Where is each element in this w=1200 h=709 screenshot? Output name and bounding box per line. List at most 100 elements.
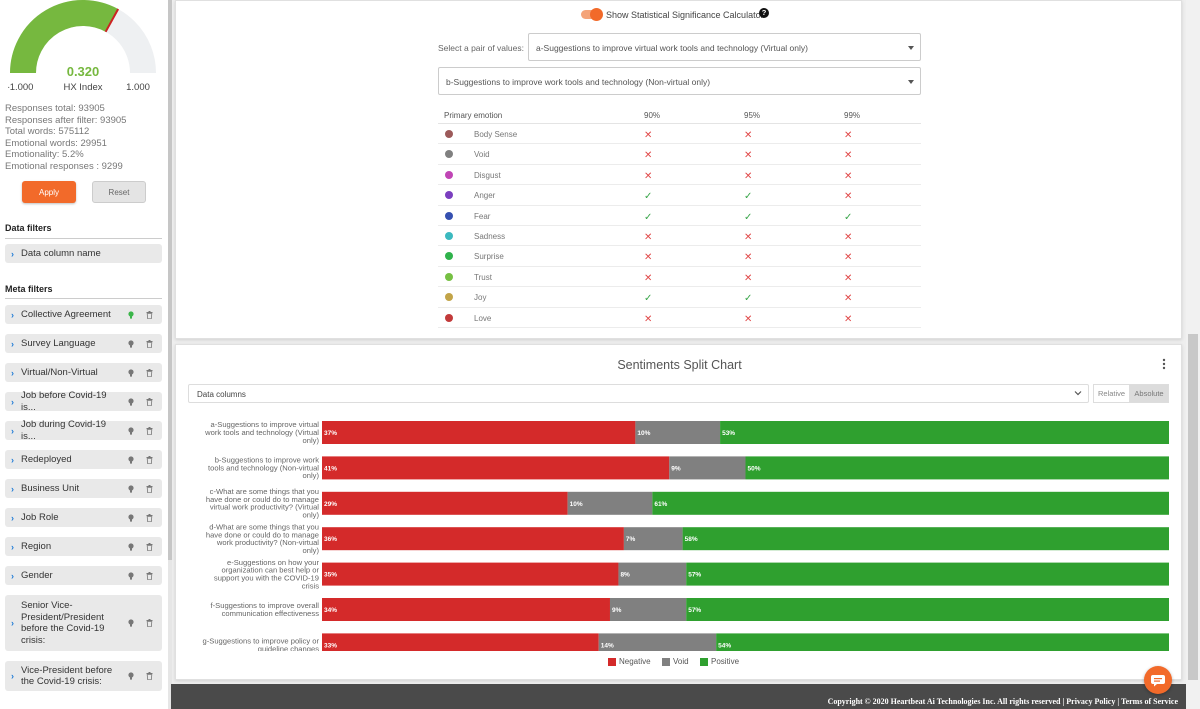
- filter-data-column-name[interactable]: › Data column name: [5, 244, 162, 263]
- trash-icon[interactable]: [146, 426, 153, 435]
- bar-negative[interactable]: [322, 598, 610, 621]
- trash-icon[interactable]: [146, 397, 153, 406]
- emotion-name: Disgust: [474, 170, 501, 180]
- lightbulb-icon[interactable]: [128, 397, 134, 406]
- lightbulb-icon[interactable]: [128, 484, 134, 493]
- significance-toggle[interactable]: [581, 8, 603, 21]
- meta-filter-item[interactable]: › Senior Vice-President/President before …: [5, 595, 162, 651]
- lightbulb-icon[interactable]: [128, 426, 134, 435]
- bar-positive[interactable]: [652, 491, 1169, 515]
- meta-filter-item[interactable]: › Gender: [5, 566, 162, 585]
- bar-void[interactable]: [567, 491, 653, 515]
- relative-mode-button[interactable]: Relative: [1093, 384, 1130, 403]
- trash-icon[interactable]: [146, 542, 153, 551]
- trash-icon[interactable]: [146, 672, 153, 680]
- check-icon: ✓: [844, 211, 853, 223]
- data-columns-select[interactable]: Data columns: [188, 384, 1089, 403]
- meta-filter-item[interactable]: › Job during Covid-19 is...: [5, 419, 162, 442]
- bar-void[interactable]: [669, 456, 746, 480]
- scrollbar-thumb[interactable]: [168, 0, 172, 560]
- legend-label-positive: Positive: [711, 657, 740, 666]
- meta-filter-item[interactable]: › Business Unit: [5, 479, 162, 498]
- lightbulb-icon[interactable]: [128, 619, 134, 627]
- bar-negative[interactable]: [322, 562, 619, 586]
- bar-negative[interactable]: [322, 456, 670, 480]
- sidebar-scrollbar[interactable]: [168, 0, 172, 709]
- bar-positive[interactable]: [720, 421, 1169, 444]
- category-label: c-What are some things that you have done…: [206, 487, 320, 519]
- meta-filter-item[interactable]: › Virtual/Non-Virtual: [5, 363, 162, 382]
- bar-void[interactable]: [598, 633, 717, 651]
- bar-value-label: 53%: [722, 430, 735, 437]
- trash-icon[interactable]: [146, 619, 153, 627]
- meta-filter-item[interactable]: › Survey Language: [5, 334, 162, 353]
- data-columns-selected: Data columns: [197, 390, 246, 399]
- trash-icon[interactable]: [146, 484, 153, 493]
- lightbulb-icon[interactable]: [128, 368, 134, 377]
- cross-icon: ✕: [744, 150, 753, 162]
- trash-icon[interactable]: [146, 339, 153, 348]
- bar-positive[interactable]: [686, 598, 1169, 621]
- lightbulb-icon[interactable]: [128, 571, 134, 580]
- significance-row: Body Sense ✕ ✕ ✕: [438, 124, 921, 145]
- meta-filter-item[interactable]: › Redeployed: [5, 450, 162, 469]
- meta-filter-item[interactable]: › Collective Agreement: [5, 305, 162, 324]
- trash-icon[interactable]: [146, 571, 153, 580]
- meta-filters-title: Meta filters: [5, 284, 53, 294]
- apply-button[interactable]: Apply: [22, 181, 76, 203]
- cross-icon: ✕: [644, 150, 653, 162]
- meta-filter-item[interactable]: › Vice-President before the Covid-19 cris…: [5, 661, 162, 691]
- lightbulb-icon[interactable]: [128, 672, 134, 680]
- bar-void[interactable]: [623, 527, 683, 551]
- help-icon[interactable]: ?: [759, 8, 769, 18]
- significance-row: Disgust ✕ ✕ ✕: [438, 165, 921, 186]
- chevron-right-icon: ›: [11, 367, 14, 378]
- bar-value-label: 54%: [718, 642, 731, 649]
- chevron-right-icon: ›: [11, 248, 14, 259]
- bar-void[interactable]: [618, 562, 687, 586]
- cross-icon: ✕: [744, 231, 753, 243]
- bar-negative[interactable]: [322, 527, 624, 551]
- trash-icon[interactable]: [146, 513, 153, 522]
- scrollbar-thumb[interactable]: [1188, 334, 1198, 680]
- meta-filter-item[interactable]: › Job Role: [5, 508, 162, 527]
- lightbulb-icon[interactable]: [128, 339, 134, 348]
- bar-negative[interactable]: [322, 421, 636, 444]
- value-b-select[interactable]: b-Suggestions to improve work tools and …: [438, 67, 921, 95]
- chevron-right-icon: ›: [11, 570, 14, 581]
- bar-value-label: 35%: [324, 572, 337, 579]
- meta-filter-item[interactable]: › Region: [5, 537, 162, 556]
- trash-icon[interactable]: [146, 368, 153, 377]
- stat-total-words: Total words: 575112: [5, 126, 90, 138]
- chat-button[interactable]: [1144, 666, 1172, 694]
- bar-negative[interactable]: [322, 633, 599, 651]
- bar-void[interactable]: [635, 421, 721, 444]
- trash-icon[interactable]: [146, 310, 153, 319]
- meta-filter-item[interactable]: › Job before Covid-19 is...: [5, 390, 162, 413]
- lightbulb-icon[interactable]: [128, 455, 134, 464]
- lightbulb-icon[interactable]: [128, 310, 134, 319]
- cross-icon: ✕: [644, 170, 653, 182]
- page-scrollbar[interactable]: [1186, 0, 1200, 709]
- reset-button[interactable]: Reset: [92, 181, 146, 203]
- bar-void[interactable]: [609, 598, 687, 621]
- cross-icon: ✕: [844, 231, 853, 243]
- bar-positive[interactable]: [686, 562, 1169, 586]
- lightbulb-icon[interactable]: [128, 513, 134, 522]
- absolute-mode-button[interactable]: Absolute: [1129, 384, 1169, 403]
- meta-filter-label: Vice-President before the Covid-19 crisi…: [21, 664, 113, 688]
- lightbulb-icon[interactable]: [128, 542, 134, 551]
- bar-positive[interactable]: [716, 633, 1169, 651]
- significance-toggle-label: Show Statistical Significance Calculator: [606, 10, 764, 20]
- bar-negative[interactable]: [322, 491, 568, 515]
- trash-icon[interactable]: [146, 455, 153, 464]
- bar-positive[interactable]: [745, 456, 1170, 480]
- filter-label: Data column name: [21, 247, 101, 259]
- chevron-right-icon: ›: [11, 671, 14, 681]
- bar-positive[interactable]: [682, 527, 1169, 551]
- value-a-select[interactable]: a-Suggestions to improve virtual work to…: [528, 33, 921, 61]
- more-options-icon[interactable]: [1160, 358, 1168, 370]
- cross-icon: ✕: [644, 252, 653, 264]
- meta-filter-label: Business Unit: [21, 482, 80, 494]
- category-label: d-What are some things that you have done…: [206, 523, 320, 555]
